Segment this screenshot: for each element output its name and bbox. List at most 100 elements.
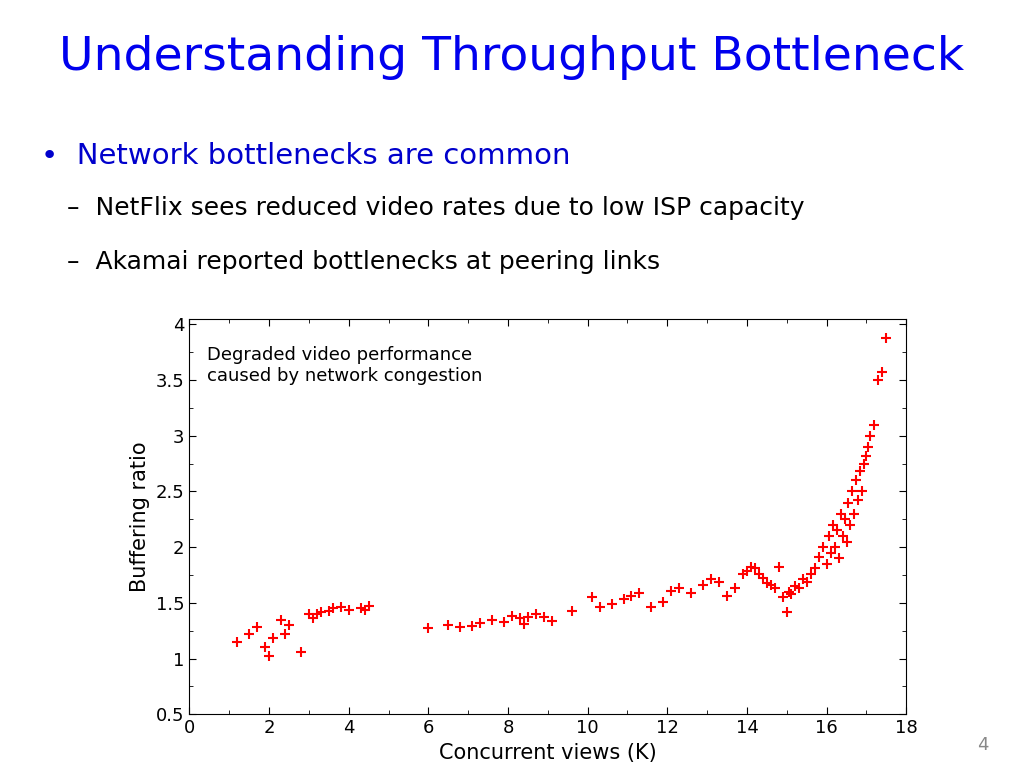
Point xyxy=(799,575,815,588)
X-axis label: Concurrent views (K): Concurrent views (K) xyxy=(439,743,656,763)
Point xyxy=(822,547,839,559)
Point xyxy=(767,582,783,594)
Point xyxy=(603,598,620,610)
Point xyxy=(841,496,857,508)
Point xyxy=(293,646,309,658)
Point xyxy=(512,612,528,624)
Point xyxy=(874,366,891,379)
Point xyxy=(711,575,727,588)
Point xyxy=(683,587,699,599)
Text: 4: 4 xyxy=(977,737,988,754)
Point xyxy=(484,614,501,626)
Point xyxy=(241,628,257,641)
Point xyxy=(780,585,797,598)
Point xyxy=(782,588,799,600)
Point xyxy=(803,568,819,580)
Point xyxy=(862,429,879,442)
Point xyxy=(472,617,488,629)
Point xyxy=(826,541,843,553)
Point xyxy=(759,577,775,589)
Point xyxy=(276,628,293,641)
Point xyxy=(738,564,755,577)
Point xyxy=(265,632,282,644)
Point xyxy=(818,558,835,570)
Point xyxy=(301,607,317,620)
Point xyxy=(420,622,436,634)
Point xyxy=(643,601,659,614)
Point xyxy=(786,580,803,592)
Point xyxy=(440,619,457,631)
Point xyxy=(356,604,373,616)
Point xyxy=(695,579,712,591)
Point xyxy=(261,650,278,663)
Point xyxy=(520,611,537,624)
Point xyxy=(325,602,341,614)
Text: •  Network bottlenecks are common: • Network bottlenecks are common xyxy=(41,142,570,170)
Point xyxy=(830,552,847,564)
Point xyxy=(820,530,837,542)
Point xyxy=(755,572,771,584)
Point xyxy=(584,591,600,604)
Point xyxy=(856,458,872,470)
Point xyxy=(563,604,580,617)
Point xyxy=(870,374,887,386)
Point xyxy=(810,551,826,563)
Point xyxy=(850,494,866,506)
Point xyxy=(615,594,632,606)
Point xyxy=(814,541,830,553)
Point xyxy=(843,518,859,531)
Point xyxy=(702,573,719,585)
Point xyxy=(835,530,851,542)
Point xyxy=(774,591,791,604)
Point xyxy=(671,582,687,594)
Point xyxy=(592,601,608,614)
Point xyxy=(846,508,862,520)
Point xyxy=(308,607,325,620)
Point xyxy=(795,573,811,585)
Point xyxy=(791,582,807,594)
Point xyxy=(360,600,377,612)
Point xyxy=(844,485,860,498)
Point xyxy=(333,601,349,614)
Point xyxy=(352,602,369,614)
Point xyxy=(305,612,322,624)
Point xyxy=(504,610,520,622)
Point xyxy=(321,604,337,617)
Point xyxy=(664,584,680,597)
Point xyxy=(778,606,795,618)
Point xyxy=(631,587,647,599)
Point xyxy=(527,607,544,620)
Point xyxy=(735,568,752,580)
Point xyxy=(852,465,868,478)
Point xyxy=(281,619,297,631)
Point xyxy=(858,449,874,462)
Point xyxy=(763,579,779,591)
Point xyxy=(655,595,672,607)
Point xyxy=(751,568,767,580)
Point xyxy=(719,590,735,602)
Text: –  Akamai reported bottlenecks at peering links: – Akamai reported bottlenecks at peering… xyxy=(67,250,659,273)
Point xyxy=(312,606,329,618)
Point xyxy=(771,561,787,574)
Point xyxy=(866,419,883,431)
Point xyxy=(249,621,265,634)
Text: Understanding Throughput Bottleneck: Understanding Throughput Bottleneck xyxy=(59,35,965,80)
Point xyxy=(746,562,763,574)
Point xyxy=(828,525,845,537)
Point xyxy=(837,513,853,525)
Point xyxy=(452,621,468,634)
Point xyxy=(824,518,841,531)
Point xyxy=(272,614,289,626)
Point xyxy=(464,620,480,632)
Point xyxy=(839,535,855,548)
Y-axis label: Buffering ratio: Buffering ratio xyxy=(130,441,151,592)
Text: Degraded video performance
caused by network congestion: Degraded video performance caused by net… xyxy=(207,346,482,386)
Point xyxy=(742,561,759,574)
Point xyxy=(833,508,849,520)
Point xyxy=(860,441,877,453)
Point xyxy=(257,641,273,654)
Point xyxy=(341,604,357,616)
Point xyxy=(536,611,552,624)
Point xyxy=(229,636,246,648)
Text: –  NetFlix sees reduced video rates due to low ISP capacity: – NetFlix sees reduced video rates due t… xyxy=(67,196,804,220)
